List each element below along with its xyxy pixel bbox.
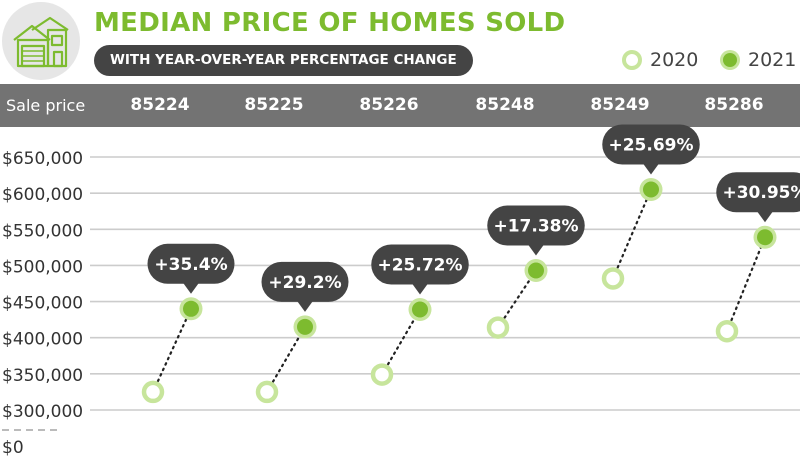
- point-2021-85226: [412, 301, 428, 318]
- point-2020-85224: [141, 380, 165, 404]
- callout-tail-85224: [183, 282, 199, 294]
- y-tick-label-350000: $350,000: [2, 366, 83, 386]
- y-tick-label-650000: $650,000: [2, 149, 83, 169]
- point-2021-85249: [643, 181, 659, 198]
- category-label-85249: 85249: [590, 95, 650, 115]
- connector-85224: [151, 307, 193, 394]
- y-tick-label-600000: $600,000: [2, 185, 83, 205]
- connector-85225: [265, 325, 307, 394]
- callout-85226: [371, 244, 469, 285]
- legend-marker-2020: [622, 50, 642, 70]
- legend-item-2020: 2020: [620, 48, 698, 72]
- y-tick-label-0: $0: [2, 438, 24, 458]
- y-tick-label-550000: $550,000: [2, 221, 83, 241]
- connector-85249: [611, 188, 653, 280]
- callout-tail-85286: [757, 211, 773, 223]
- category-label-85226: 85226: [359, 95, 419, 115]
- category-label-85286: 85286: [704, 95, 764, 115]
- chart-subtitle: WITH YEAR-OVER-YEAR PERCENTAGE CHANGE: [94, 45, 473, 76]
- callout-tail-85226: [412, 283, 428, 295]
- y-tick-label-500000: $500,000: [2, 257, 83, 277]
- connector-85286: [725, 236, 767, 333]
- callout-85224: [147, 243, 235, 284]
- point-2021-85286: [757, 229, 773, 246]
- point-2020-85248: [486, 316, 510, 339]
- callout-tail-85248: [528, 244, 544, 256]
- callout-tail-85225: [297, 300, 313, 312]
- chart-title: MEDIAN PRICE OF HOMES SOLD: [94, 8, 566, 38]
- point-2020-85225: [255, 380, 279, 404]
- callout-85249: [602, 124, 700, 165]
- change-label-85248: +17.38%: [493, 216, 578, 236]
- connector-85248: [496, 269, 538, 329]
- point-2020-85249: [601, 267, 625, 290]
- house-icon: [13, 16, 69, 68]
- change-label-85286: +30.95%: [722, 183, 800, 203]
- category-label-85248: 85248: [475, 95, 535, 115]
- callout-85248: [487, 205, 585, 246]
- callout-85286: [716, 172, 800, 213]
- callout-tail-85249: [643, 163, 659, 175]
- change-label-85226: +25.72%: [377, 256, 462, 276]
- connector-85226: [380, 308, 422, 376]
- legend-item-2021: 2021: [718, 48, 796, 72]
- header-bar: Sale price 85224 85225 85226 85248 85249…: [0, 84, 800, 127]
- change-label-85249: +25.69%: [608, 136, 693, 156]
- point-2021-85248: [528, 262, 544, 279]
- point-2020-85286: [715, 319, 739, 343]
- category-label-85225: 85225: [244, 95, 304, 115]
- y-axis-label: Sale price: [6, 96, 86, 115]
- category-label-85224: 85224: [130, 95, 190, 115]
- callout-85225: [261, 261, 349, 302]
- change-label-85225: +29.2%: [268, 273, 341, 293]
- legend-label-2020: 2020: [650, 49, 699, 71]
- legend-marker-2021: [720, 50, 740, 70]
- point-2020-85226: [370, 363, 394, 386]
- point-2021-85224: [183, 300, 199, 317]
- legend-label-2021: 2021: [748, 49, 797, 71]
- y-tick-label-400000: $400,000: [2, 330, 83, 350]
- y-tick-label-300000: $300,000: [2, 402, 83, 422]
- y-tick-label-450000: $450,000: [2, 294, 83, 314]
- change-label-85224: +35.4%: [154, 255, 227, 275]
- house-badge: [2, 2, 80, 80]
- point-2021-85225: [297, 318, 313, 335]
